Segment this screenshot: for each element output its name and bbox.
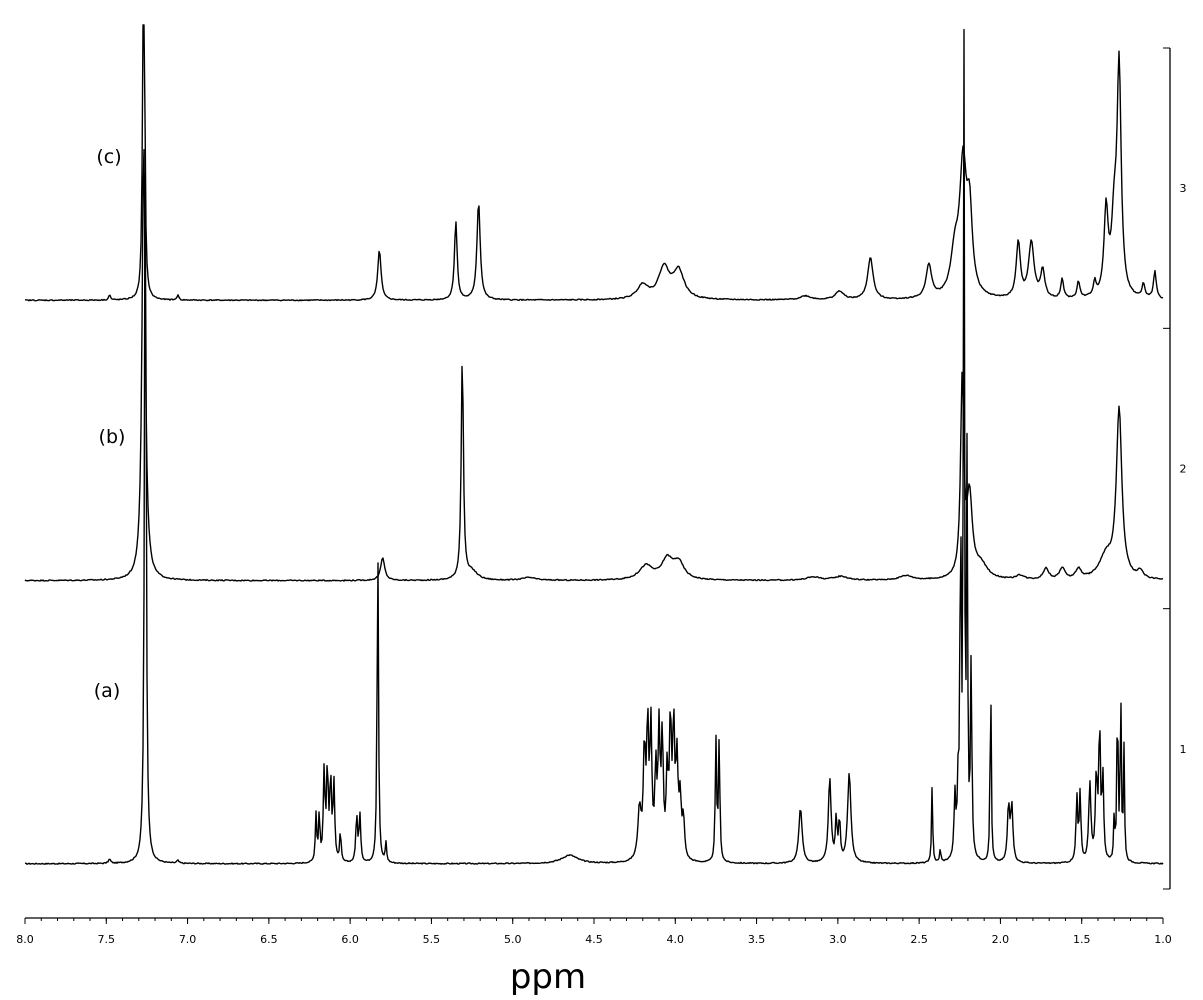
trace-label: (c) <box>96 146 121 168</box>
trace-label: (a) <box>94 680 120 702</box>
x-axis: 8.0 7.5 7.0 6.5 6.0 5.5 5.0 4.5 4.0 3.5 3.0 2.5 2.0 1… <box>16 917 1172 946</box>
x-tick-label: 7.0 <box>179 933 197 946</box>
spectrum-trace-c <box>24 24 1164 302</box>
trace-label: (b) <box>99 426 126 448</box>
x-tick-label: 8.0 <box>16 933 34 946</box>
x-tick-label: 3.0 <box>829 933 847 946</box>
x-tick-label: 3.5 <box>748 933 766 946</box>
x-tick-label: 4.0 <box>667 933 685 946</box>
trace-labels: (a) (b) (c) <box>94 146 126 702</box>
x-tick-label: 5.5 <box>423 933 441 946</box>
x-axis-title: ppm <box>510 957 586 997</box>
x-tick-label: 7.5 <box>98 933 116 946</box>
y-tick-label: 3 <box>1180 182 1187 195</box>
x-tick-label: 2.5 <box>910 933 928 946</box>
x-tick-label: 6.5 <box>260 933 278 946</box>
y-tick-label: 2 <box>1180 463 1187 476</box>
spectrum-trace-a <box>24 28 1164 865</box>
x-tick-label: 6.0 <box>341 933 359 946</box>
y-axis: 1 2 3 <box>1163 47 1187 890</box>
y-tick-label: 1 <box>1180 743 1187 756</box>
x-tick-label: 1.0 <box>1154 933 1172 946</box>
x-tick-label: 1.5 <box>1073 933 1091 946</box>
x-tick-label: 5.0 <box>504 933 522 946</box>
spectrum-traces <box>24 24 1164 865</box>
x-tick-label: 4.5 <box>585 933 603 946</box>
x-tick-label: 2.0 <box>992 933 1010 946</box>
spectrum-trace-b <box>24 149 1164 582</box>
